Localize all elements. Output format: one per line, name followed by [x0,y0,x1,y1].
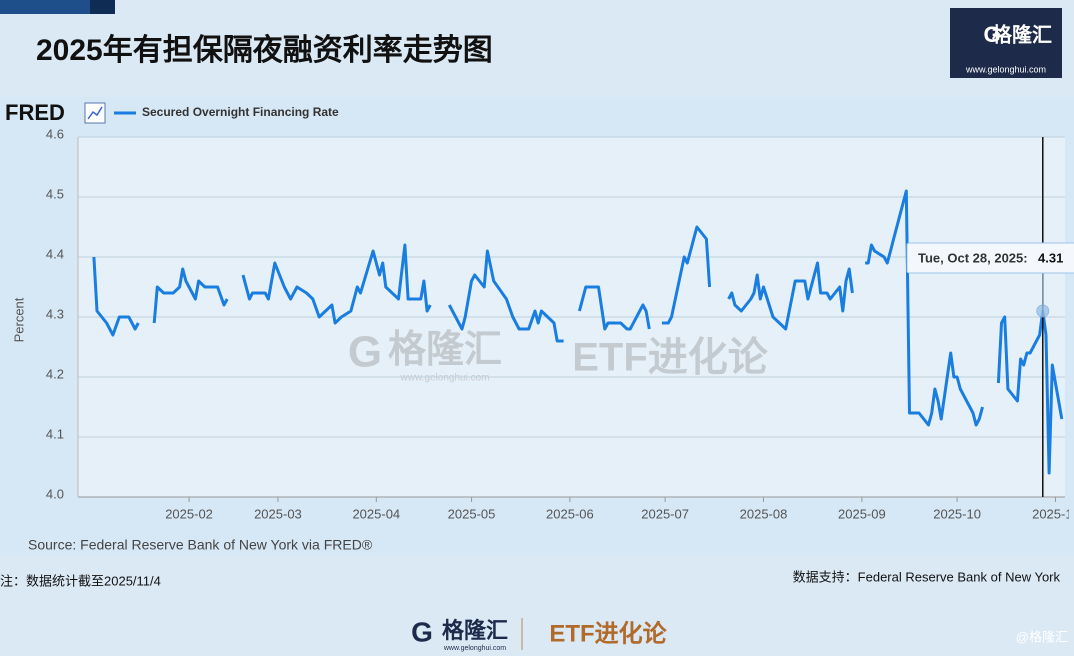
fred-icon-line [87,106,103,120]
note-left: 注：数据统计截至2025/11/4 [0,573,161,588]
y-tick-label: 4.1 [46,426,64,441]
x-tick-label: 2025-10 [933,506,981,521]
watermark-logo: 格隆汇 [388,329,502,371]
x-tick-label: 2025-07 [641,506,689,521]
x-tick-label: 2025-11 [1032,506,1074,521]
logo-text: 格隆汇 [992,22,1052,46]
corner-tab [0,0,115,14]
y-tick-label: 4.0 [46,486,64,501]
logo-url: www.gelonghui.com [965,64,1046,74]
footer-logo: 格隆汇 [442,618,508,643]
logo-box [950,8,1062,78]
y-tick-label: 4.3 [46,306,64,321]
logo-glyph: G [983,22,1000,47]
footer-glyph: G [411,616,433,647]
footer-url: www.gelonghui.com [443,645,506,652]
note-right: 数据支持：Federal Reserve Bank of New York [793,569,1061,584]
x-tick-label: 2025-08 [740,506,788,521]
x-tick-label: 2025-04 [352,506,400,521]
footer-corner: @格隆汇 [1016,629,1068,644]
legend-label: Secured Overnight Financing Rate [142,105,339,119]
corner-tab-dark [90,0,115,14]
fred-brand: FRED [5,100,65,125]
x-tick-label: 2025-06 [546,506,594,521]
watermark-glyph: G [348,328,382,377]
y-axis-label: Percent [11,297,26,342]
y-tick-label: 4.6 [46,126,64,141]
tooltip-value: 4.31 [1038,250,1063,265]
watermark-url: www.gelonghui.com [400,373,490,384]
x-tick-label: 2025-02 [165,506,213,521]
series-line [92,189,1064,475]
tooltip-box [906,242,1074,274]
footer-brand: ETF进化论 [549,619,667,647]
x-ticks: 2025-02 2025-03 2025-04 2025-05 2025-06 2025-… [165,497,1074,521]
tooltip-point [1036,304,1050,318]
y-tick-label: 4.5 [46,186,64,201]
x-tick-label: 2025-09 [838,506,886,521]
tooltip-date: Tue, Oct 28, 2025: [918,250,1028,265]
source: Source: Federal Reserve Bank of New York… [28,537,373,553]
y-tick-label: 4.2 [46,366,64,381]
watermark: G 格隆汇 www.gelonghui.com ETF进化论 [348,328,769,384]
title: 2025年有担保隔夜融资利率走势图 [36,33,493,67]
x-tick-label: 2025-03 [254,506,302,521]
watermark-brand: ETF进化论 [572,336,769,380]
y-tick-label: 4.4 [46,246,64,261]
x-tick-label: 2025-05 [448,506,496,521]
